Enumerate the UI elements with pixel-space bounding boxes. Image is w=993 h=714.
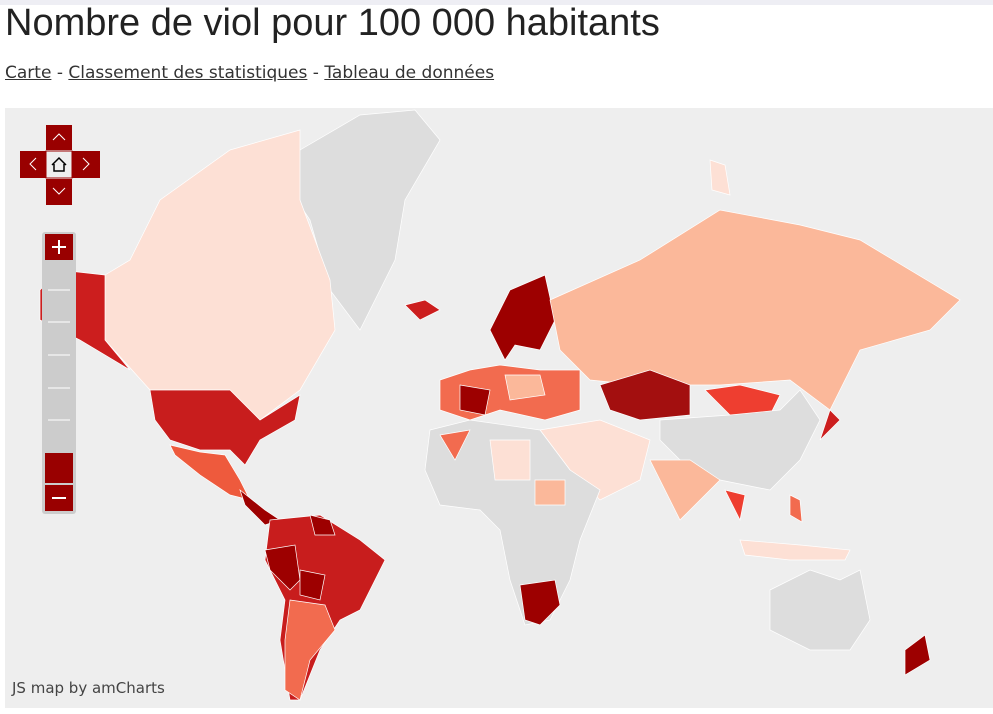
pan-down[interactable] bbox=[46, 179, 72, 205]
arrow bbox=[52, 133, 66, 141]
page-title: Nombre de viol pour 100 000 habitants bbox=[5, 2, 660, 44]
country[interactable] bbox=[819, 409, 841, 441]
country[interactable] bbox=[504, 374, 546, 401]
country[interactable] bbox=[284, 599, 336, 701]
country[interactable] bbox=[704, 384, 781, 416]
country[interactable] bbox=[459, 384, 491, 416]
country[interactable] bbox=[404, 299, 441, 321]
nav-link[interactable]: Classement des statistiques bbox=[68, 63, 308, 83]
country[interactable] bbox=[789, 494, 803, 523]
zoom-steps bbox=[48, 289, 70, 421]
pan-left[interactable] bbox=[20, 151, 46, 178]
country[interactable] bbox=[709, 159, 731, 196]
country[interactable] bbox=[534, 479, 566, 506]
nav-pad bbox=[20, 125, 100, 205]
country[interactable] bbox=[299, 569, 326, 601]
arrow bbox=[29, 157, 37, 171]
countries bbox=[39, 109, 961, 701]
country[interactable] bbox=[769, 569, 871, 651]
country[interactable] bbox=[489, 439, 531, 481]
country[interactable] bbox=[439, 429, 471, 461]
map[interactable]: JS map by amCharts bbox=[5, 108, 993, 708]
country[interactable] bbox=[519, 579, 561, 626]
country[interactable] bbox=[659, 389, 821, 491]
zoom-handle[interactable] bbox=[45, 453, 73, 483]
country[interactable] bbox=[549, 209, 961, 411]
country[interactable] bbox=[149, 389, 301, 466]
pan-up[interactable] bbox=[46, 125, 72, 150]
country[interactable] bbox=[264, 544, 301, 591]
nav-link[interactable]: Tableau de données bbox=[324, 63, 495, 83]
country[interactable] bbox=[904, 634, 931, 676]
country[interactable] bbox=[424, 419, 601, 626]
country[interactable] bbox=[724, 489, 746, 522]
arrow bbox=[82, 157, 90, 171]
nav-link[interactable]: Carte bbox=[5, 63, 52, 83]
plus bbox=[52, 240, 66, 254]
pan-right[interactable] bbox=[72, 151, 100, 178]
country[interactable] bbox=[599, 369, 691, 421]
zoom-control bbox=[42, 232, 76, 514]
country[interactable] bbox=[739, 539, 851, 561]
home-icon bbox=[51, 156, 67, 172]
credit[interactable]: JS map by amCharts bbox=[11, 679, 165, 697]
country[interactable] bbox=[489, 274, 556, 361]
arrow bbox=[52, 187, 66, 195]
country[interactable] bbox=[649, 459, 721, 521]
zoom-track bbox=[42, 232, 76, 514]
separator: - bbox=[312, 63, 319, 83]
separator: - bbox=[56, 63, 63, 83]
country[interactable] bbox=[309, 514, 336, 536]
nav: Carte - Classement des statistiques - Ta… bbox=[5, 63, 494, 83]
home[interactable] bbox=[45, 150, 73, 179]
top-strip bbox=[0, 0, 993, 5]
